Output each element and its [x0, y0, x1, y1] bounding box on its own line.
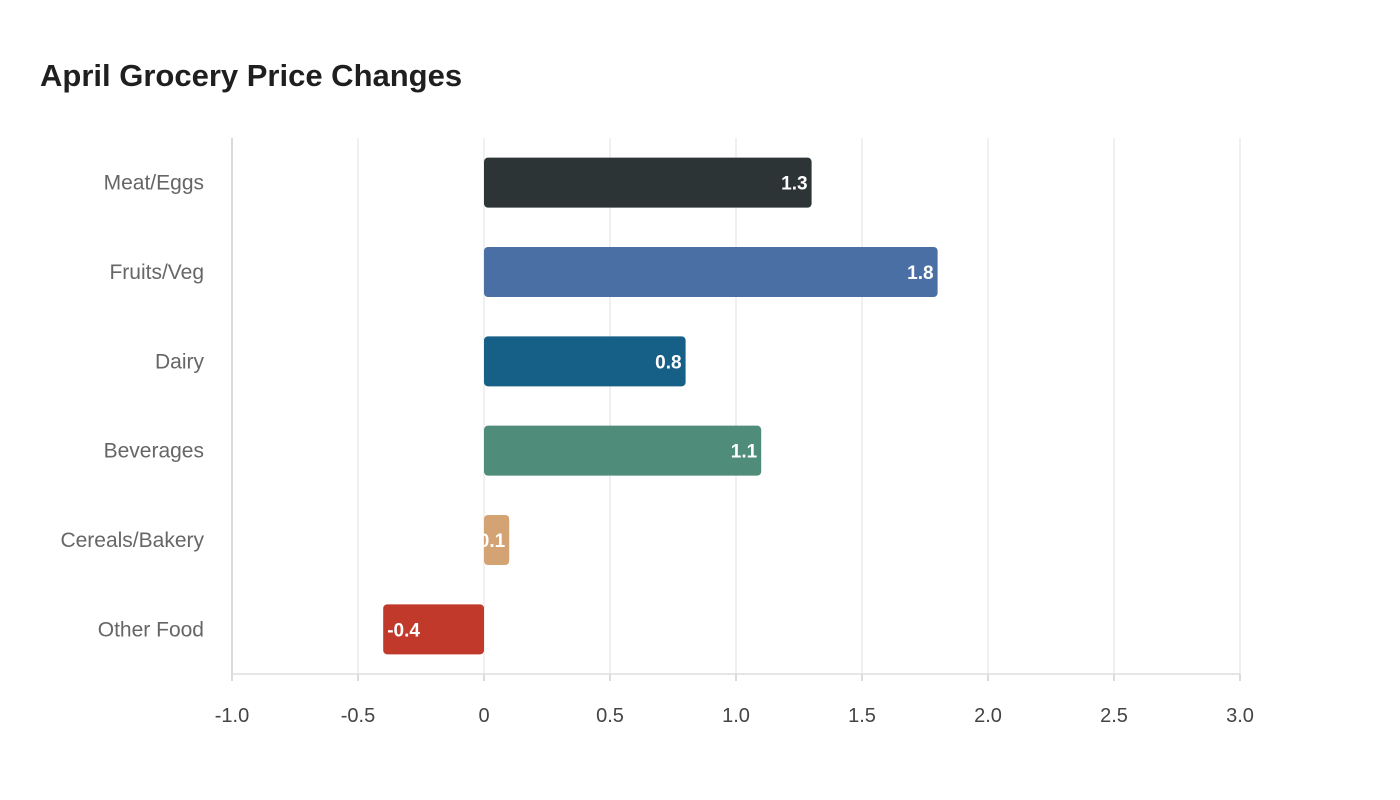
labels: -1.0 -0.5 0 0.5 1.0 1.5 2.0 2.5 3.0 Meat/Eggs 1.3 F…: [60, 172, 1253, 727]
category-label: Dairy: [155, 350, 205, 373]
data-label: -0.4: [387, 620, 420, 641]
bar-beverages: [484, 425, 762, 476]
bar-cereals-bakery: [484, 515, 510, 565]
axes: [231, 138, 1241, 681]
chart-title: April Grocery Price Changes: [40, 58, 463, 93]
category-label: Meat/Eggs: [104, 172, 204, 195]
bar-other-food: [383, 604, 484, 655]
data-label: 0.1: [479, 531, 506, 552]
x-tick-label: 1.5: [848, 705, 876, 727]
x-tick-label: 0.5: [596, 705, 624, 727]
data-label: 0.8: [655, 352, 681, 373]
category-label: Other Food: [98, 618, 204, 641]
x-tick-label: -0.5: [341, 705, 375, 727]
category-label: Fruits/Veg: [109, 261, 204, 284]
x-tick-label: -1.0: [215, 705, 249, 727]
data-label: 1.1: [731, 442, 758, 463]
grid-lines: [357, 138, 1241, 674]
x-tick-label: 2.0: [974, 705, 1002, 727]
data-label: 1.3: [781, 174, 807, 195]
bar-fruits-veg: [484, 247, 938, 297]
x-tick-label: 3.0: [1226, 705, 1254, 727]
bar-meat-eggs: [484, 157, 812, 208]
x-tick-label: 2.5: [1100, 705, 1128, 727]
data-label: 1.8: [907, 263, 933, 284]
category-label: Cereals/Bakery: [60, 529, 204, 552]
bar-dairy: [484, 336, 686, 387]
category-label: Beverages: [104, 440, 204, 463]
bars: [383, 157, 938, 655]
x-tick-label: 0: [478, 705, 489, 727]
x-tick-label: 1.0: [722, 705, 750, 727]
